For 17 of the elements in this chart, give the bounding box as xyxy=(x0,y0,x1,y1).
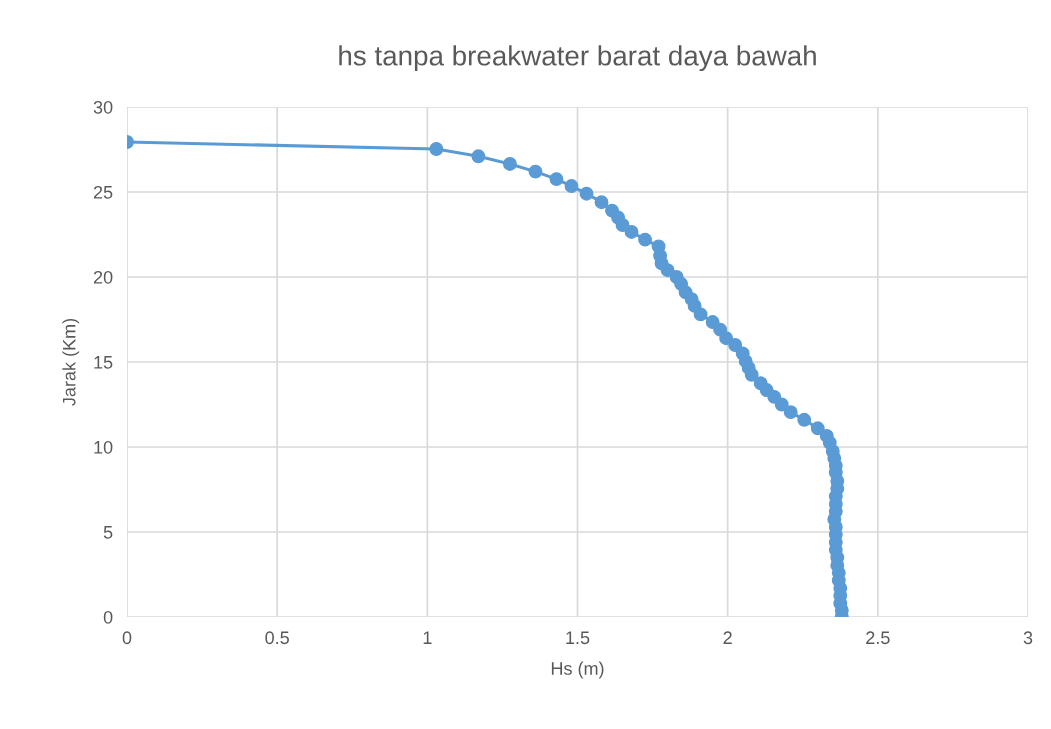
y-tick-label: 20 xyxy=(93,270,113,284)
x-tick-label: 0 xyxy=(122,631,132,645)
y-axis-title: Jarak (Km) xyxy=(62,318,80,406)
x-tick-label: 0.5 xyxy=(265,631,289,645)
y-tick-label: 15 xyxy=(94,356,113,369)
y-tick-label: 0 xyxy=(103,610,113,624)
chart-title: hs tanpa breakwater barat daya bawah xyxy=(339,45,816,72)
x-tick-label: 1.5 xyxy=(566,631,590,645)
x-axis-title: Hs (m) xyxy=(551,661,604,679)
x-tick-label: 3 xyxy=(1023,631,1033,645)
y-tick-label: 5 xyxy=(103,526,113,539)
x-tick-label: 2 xyxy=(723,631,732,644)
y-tick-label: 30 xyxy=(93,100,113,114)
y-tick-label: 25 xyxy=(93,185,113,199)
x-tick-label: 2.5 xyxy=(866,631,890,645)
y-tick-label: 10 xyxy=(94,440,113,454)
x-tick-label: 1 xyxy=(423,631,432,644)
